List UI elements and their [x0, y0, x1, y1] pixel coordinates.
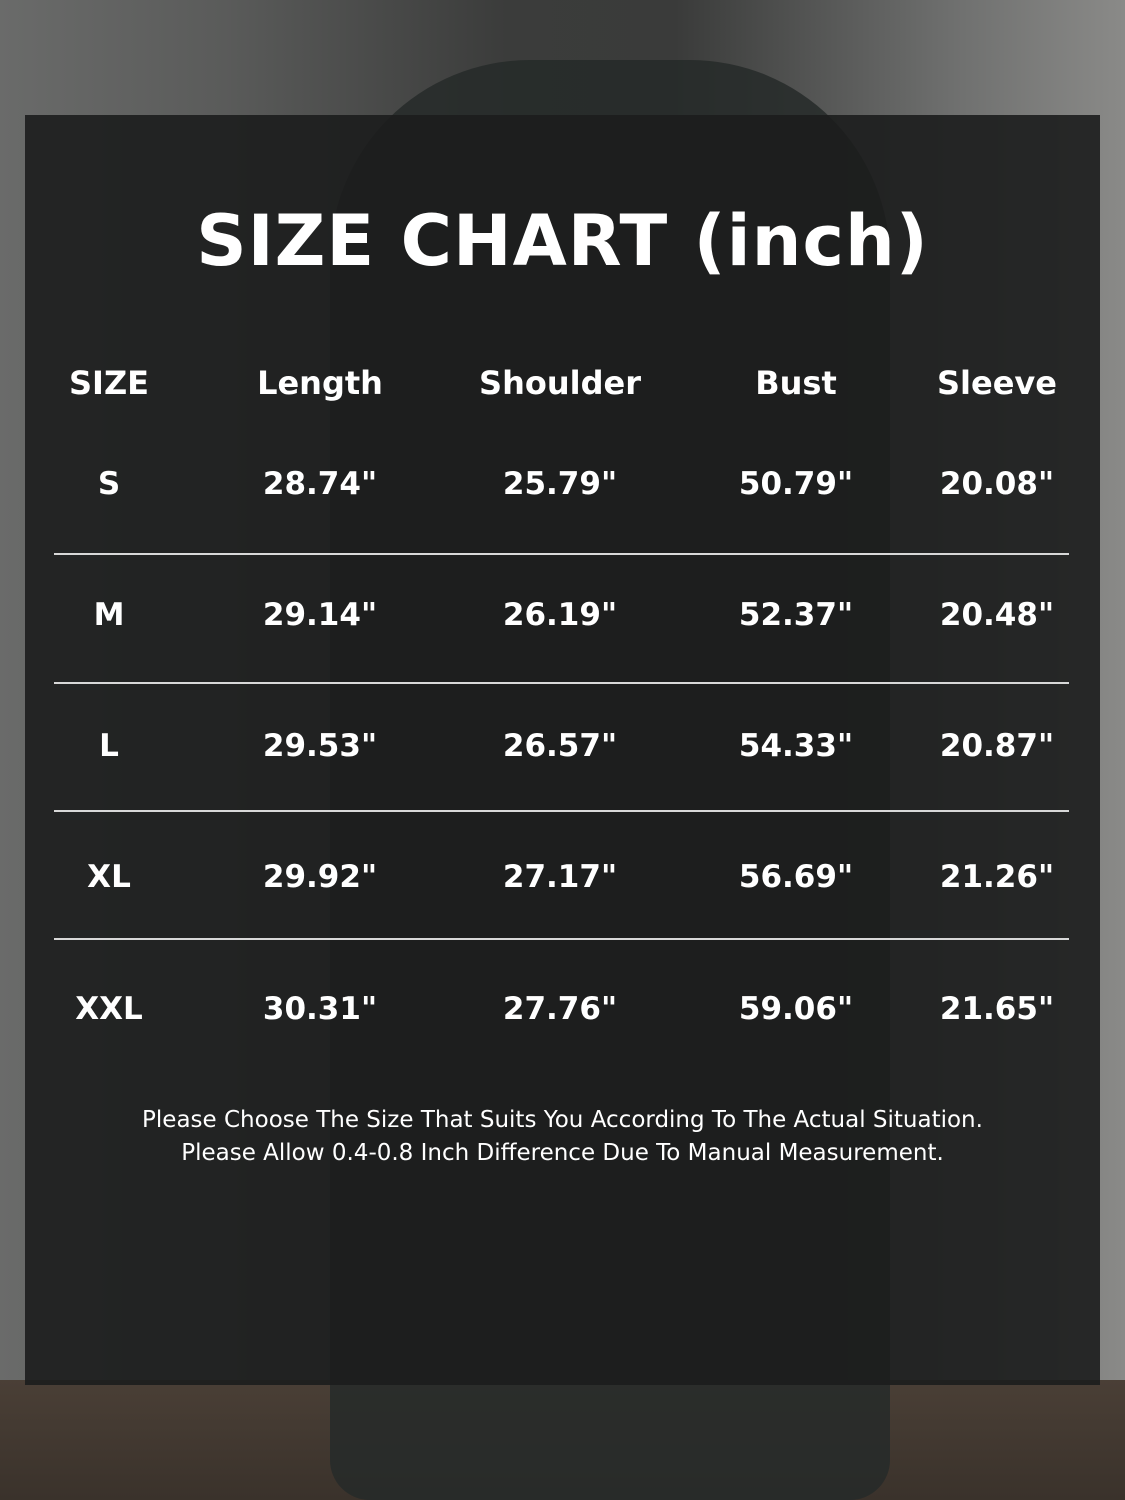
cell-length: 30.31": [262, 991, 378, 1027]
row-divider: [54, 810, 1069, 812]
cell-bust: 59.06": [738, 991, 854, 1027]
row-divider: [54, 938, 1069, 940]
cell-sleeve: 21.65": [939, 991, 1055, 1027]
note-line-1: Please Choose The Size That Suits You Ac…: [142, 1107, 983, 1133]
header-sleeve: Sleeve: [937, 364, 1057, 402]
chart-title: SIZE CHART (inch): [196, 200, 929, 282]
cell-length: 29.92": [262, 859, 378, 895]
header-size: SIZE: [68, 364, 149, 402]
cell-size: S: [97, 466, 121, 502]
row-divider: [54, 553, 1069, 555]
header-bust: Bust: [755, 364, 837, 402]
header-length: Length: [257, 364, 383, 402]
cell-sleeve: 21.26": [939, 859, 1055, 895]
cell-bust: 54.33": [738, 728, 854, 764]
cell-sleeve: 20.87": [939, 728, 1055, 764]
cell-bust: 52.37": [738, 597, 854, 633]
cell-size: XL: [87, 859, 131, 895]
cell-length: 29.14": [262, 597, 378, 633]
cell-bust: 56.69": [738, 859, 854, 895]
header-shoulder: Shoulder: [479, 364, 641, 402]
cell-shoulder: 26.19": [502, 597, 618, 633]
size-chart-panel: [25, 115, 1100, 1385]
cell-size: L: [99, 728, 119, 764]
note-line-2: Please Allow 0.4-0.8 Inch Difference Due…: [181, 1140, 944, 1166]
cell-sleeve: 20.48": [939, 597, 1055, 633]
cell-length: 29.53": [262, 728, 378, 764]
cell-shoulder: 27.76": [502, 991, 618, 1027]
cell-shoulder: 26.57": [502, 728, 618, 764]
cell-shoulder: 25.79": [502, 466, 618, 502]
row-divider: [54, 682, 1069, 684]
cell-shoulder: 27.17": [502, 859, 618, 895]
cell-sleeve: 20.08": [939, 466, 1055, 502]
cell-size: XXL: [75, 991, 143, 1027]
cell-size: M: [93, 597, 125, 633]
cell-bust: 50.79": [738, 466, 854, 502]
cell-length: 28.74": [262, 466, 378, 502]
